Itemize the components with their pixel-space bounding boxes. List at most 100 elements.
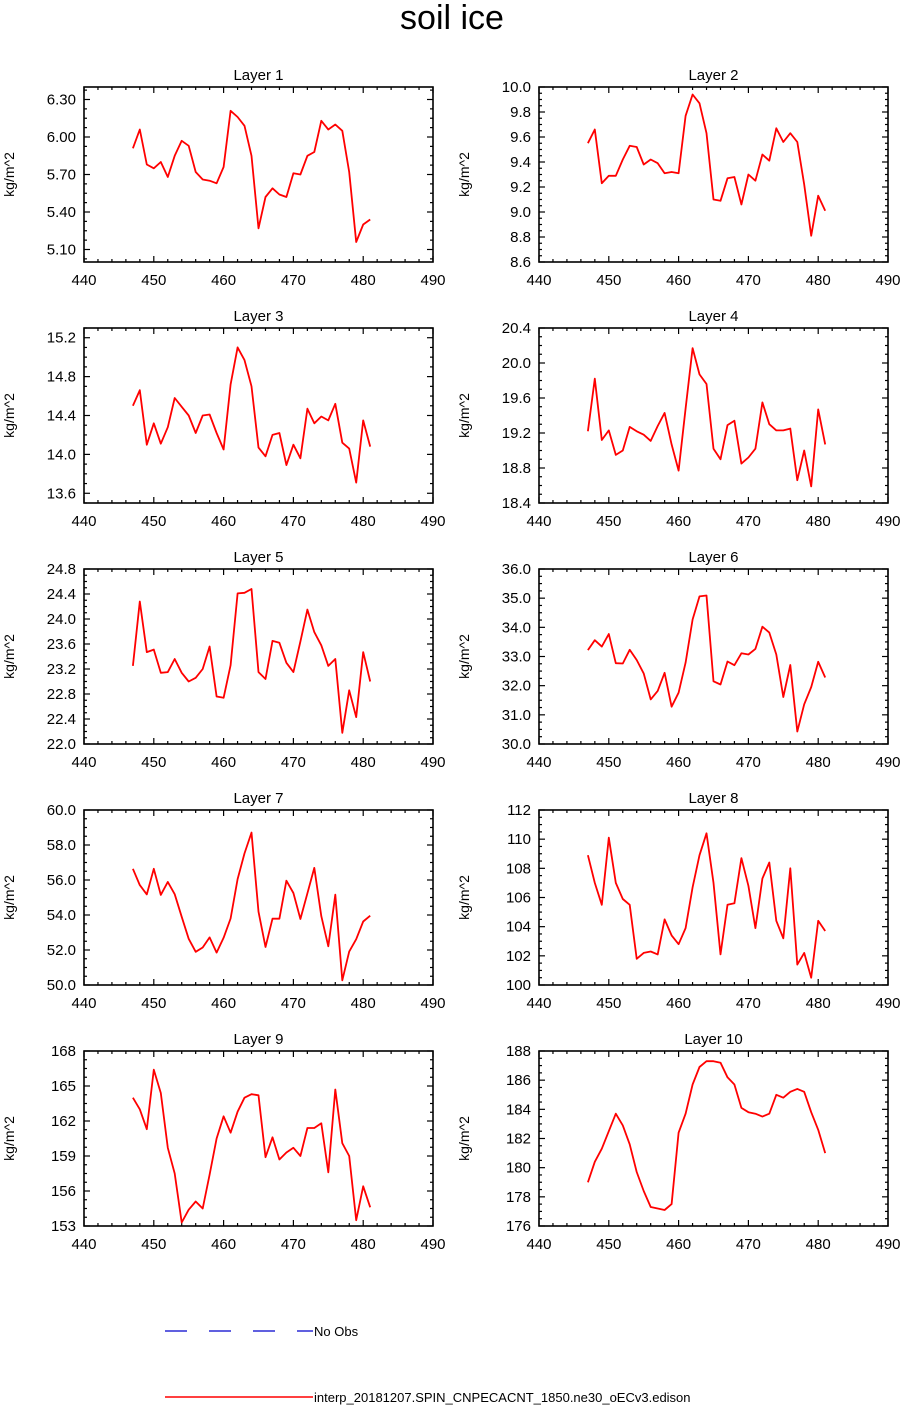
y-tick-label: 30.0 <box>502 736 531 753</box>
x-tick-label: 460 <box>211 1236 236 1253</box>
x-tick-label: 460 <box>666 995 691 1012</box>
x-tick-label: 470 <box>281 513 306 530</box>
y-tick-label: 36.0 <box>502 561 531 578</box>
panel-7: Layer 7 kg/m^2 440 450 460 470 480 490 50.0 52.0 5… <box>1 790 446 1012</box>
x-tick-label: 450 <box>596 754 621 771</box>
x-tick-label: 490 <box>875 754 900 771</box>
y-axis-label: kg/m^2 <box>456 152 472 197</box>
y-tick-label: 162 <box>51 1113 76 1130</box>
x-tick-label: 460 <box>666 1236 691 1253</box>
y-tick-label: 102 <box>506 948 531 965</box>
y-tick-label: 18.8 <box>502 460 531 477</box>
x-tick-label: 460 <box>211 513 236 530</box>
x-tick-label: 450 <box>596 995 621 1012</box>
plot-frame <box>538 1050 889 1227</box>
y-tick-label: 50.0 <box>47 977 76 994</box>
panel-1: Layer 1 kg/m^2 440 450 460 470 480 490 5.10 5.40 5… <box>1 67 446 289</box>
y-tick-label: 58.0 <box>47 837 76 854</box>
x-tick-label: 450 <box>141 272 166 289</box>
panel-title: Layer 4 <box>688 308 738 325</box>
x-tick-label: 440 <box>71 272 96 289</box>
x-tick-label: 480 <box>806 272 831 289</box>
x-tick-label: 440 <box>71 754 96 771</box>
plot-frame <box>538 809 889 986</box>
x-tick-label: 450 <box>141 1236 166 1253</box>
x-tick-label: 480 <box>806 1236 831 1253</box>
panel-title: Layer 6 <box>688 549 738 566</box>
y-tick-label: 165 <box>51 1078 76 1095</box>
y-tick-label: 32.0 <box>502 678 531 695</box>
y-tick-label: 33.0 <box>502 649 531 666</box>
x-tick-label: 480 <box>351 995 376 1012</box>
panel-8: Layer 8 kg/m^2 440 450 460 470 480 490 100 102 104… <box>456 790 901 1012</box>
panel-title: Layer 1 <box>233 67 283 84</box>
x-tick-label: 470 <box>736 995 761 1012</box>
x-tick-label: 490 <box>420 995 445 1012</box>
x-tick-label: 440 <box>71 513 96 530</box>
x-tick-label: 450 <box>596 513 621 530</box>
x-tick-label: 450 <box>141 754 166 771</box>
y-tick-label: 13.6 <box>47 485 76 502</box>
x-tick-label: 470 <box>736 513 761 530</box>
panel-title: Layer 9 <box>233 1031 283 1048</box>
y-axis-label: kg/m^2 <box>456 875 472 920</box>
y-tick-label: 156 <box>51 1183 76 1200</box>
x-tick-label: 480 <box>806 513 831 530</box>
y-tick-label: 24.8 <box>47 561 76 578</box>
y-tick-label: 186 <box>506 1072 531 1089</box>
y-tick-label: 110 <box>507 831 531 848</box>
x-tick-label: 460 <box>211 272 236 289</box>
panel-6: Layer 6 kg/m^2 440 450 460 470 480 490 30.0 31.0 3… <box>456 549 901 771</box>
y-tick-label: 20.4 <box>502 320 531 337</box>
y-tick-label: 180 <box>506 1160 531 1177</box>
y-tick-label: 19.6 <box>502 390 531 407</box>
x-tick-label: 470 <box>281 1236 306 1253</box>
panel-5: Layer 5 kg/m^2 440 450 460 470 480 490 22.0 22.4 2… <box>1 549 446 771</box>
y-tick-label: 8.8 <box>510 229 531 246</box>
y-tick-label: 188 <box>506 1043 531 1060</box>
y-tick-label: 24.4 <box>47 586 76 603</box>
x-tick-label: 490 <box>875 272 900 289</box>
x-tick-label: 440 <box>526 995 551 1012</box>
y-tick-label: 20.0 <box>502 355 531 372</box>
plot-frame <box>538 86 889 263</box>
y-axis-label: kg/m^2 <box>1 875 17 920</box>
x-tick-label: 470 <box>281 754 306 771</box>
y-tick-label: 34.0 <box>502 619 531 636</box>
y-axis-label: kg/m^2 <box>1 393 17 438</box>
x-tick-label: 460 <box>666 754 691 771</box>
y-tick-label: 5.70 <box>47 167 76 184</box>
x-tick-label: 450 <box>141 513 166 530</box>
x-tick-label: 470 <box>736 1236 761 1253</box>
x-tick-label: 480 <box>351 754 376 771</box>
panel-3: Layer 3 kg/m^2 440 450 460 470 480 490 13.6 14.0 1… <box>1 308 446 530</box>
x-tick-label: 450 <box>596 1236 621 1253</box>
y-tick-label: 56.0 <box>47 872 76 889</box>
x-tick-label: 470 <box>736 754 761 771</box>
y-tick-label: 60.0 <box>47 802 76 819</box>
panel-title: Layer 8 <box>688 790 738 807</box>
y-tick-label: 14.0 <box>47 446 76 463</box>
x-tick-label: 490 <box>420 754 445 771</box>
panel-2: Layer 2 kg/m^2 440 450 460 470 480 490 8.6 8.8 9.0… <box>456 67 901 289</box>
y-tick-label: 24.0 <box>47 611 76 628</box>
y-tick-label: 100 <box>506 977 531 994</box>
legend-obs-label: No Obs <box>314 1324 359 1339</box>
y-tick-label: 108 <box>506 860 531 877</box>
y-tick-label: 8.6 <box>510 254 531 271</box>
x-tick-label: 490 <box>875 995 900 1012</box>
plot-frame <box>538 327 889 504</box>
y-axis-label: kg/m^2 <box>1 1116 17 1161</box>
panel-9: Layer 9 kg/m^2 440 450 460 470 480 490 153 156 159… <box>1 1031 446 1253</box>
x-tick-label: 480 <box>351 272 376 289</box>
y-tick-label: 104 <box>506 919 531 936</box>
series-line <box>587 347 827 488</box>
y-tick-label: 178 <box>506 1189 531 1206</box>
x-tick-label: 450 <box>141 995 166 1012</box>
y-tick-label: 14.4 <box>47 408 76 425</box>
legend-model-line <box>165 1396 313 1398</box>
series-line <box>587 1060 827 1211</box>
panel-title: Layer 3 <box>233 308 283 325</box>
y-tick-label: 14.8 <box>47 369 76 386</box>
panel-10: Layer 10 kg/m^2 440 450 460 470 480 490 176 178 18… <box>456 1031 901 1253</box>
